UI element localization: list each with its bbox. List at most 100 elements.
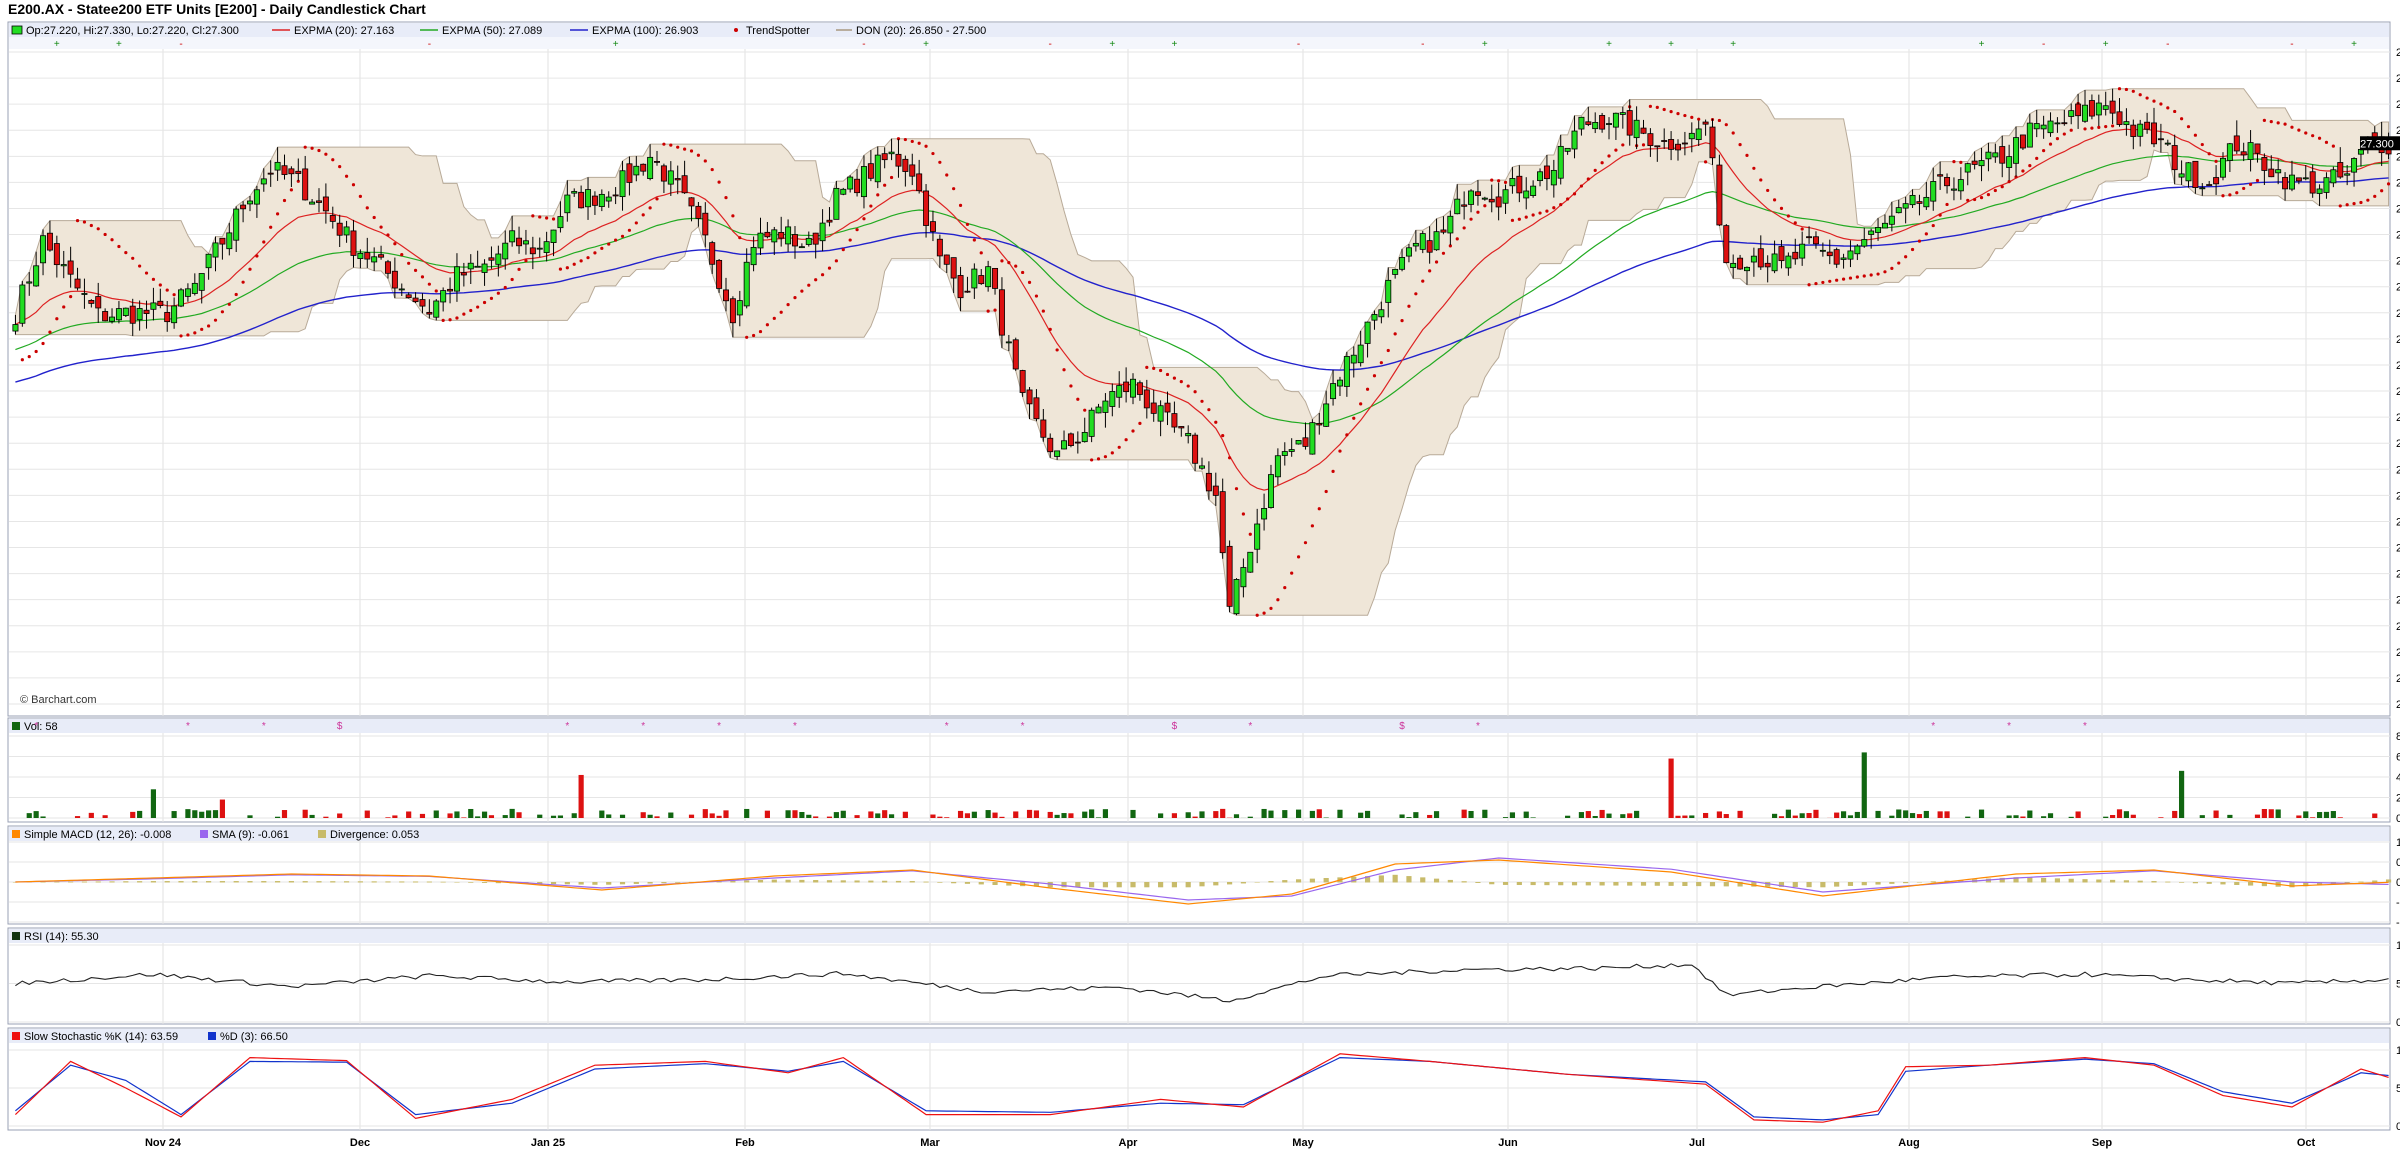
- volume-bar: [571, 813, 577, 818]
- volume-bar: [1220, 808, 1226, 818]
- y-tick-label: 28.000: [2396, 47, 2400, 59]
- divergence-bar: [799, 879, 805, 883]
- sar-dot: [2131, 89, 2135, 93]
- candle-body: [350, 230, 357, 256]
- sar-dot: [2124, 87, 2129, 92]
- candle-body: [343, 226, 350, 236]
- sar-dot: [1945, 202, 1949, 207]
- divergence-bar: [1585, 882, 1591, 886]
- candle-body: [1530, 185, 1537, 196]
- divergence-bar: [1033, 882, 1040, 887]
- candle-body: [378, 254, 385, 258]
- divergence-bar: [1668, 882, 1674, 886]
- candle-body: [1267, 474, 1274, 508]
- y-tick-label: 24.400: [2396, 516, 2400, 528]
- volume-bar: [2323, 811, 2330, 818]
- sar-dot: [358, 194, 362, 198]
- sar-dot: [2324, 140, 2329, 144]
- candle-body: [1888, 215, 1895, 225]
- divergence-bar: [1227, 882, 1233, 885]
- y-tick-label: 27.400: [2396, 125, 2400, 137]
- sar-dot: [952, 187, 956, 191]
- chart-title: E200.AX - Statee200 ETF Units [E200] - D…: [8, 1, 426, 17]
- vol-legend-swatch: [12, 722, 20, 730]
- candle-body: [1343, 356, 1350, 387]
- divergence-bar: [730, 880, 736, 883]
- vol-event-marker: *: [186, 721, 190, 732]
- sar-dot: [2228, 193, 2232, 197]
- sar-dot: [745, 335, 749, 339]
- candle-body: [1606, 123, 1613, 125]
- sar-dot: [627, 228, 632, 232]
- divergence-bar: [964, 882, 971, 884]
- divergence-bar: [1737, 882, 1743, 887]
- volume-bar: [1102, 809, 1109, 818]
- divergence-bar: [399, 881, 405, 883]
- divergence-bar: [1461, 881, 1467, 883]
- sar-dot: [241, 280, 245, 284]
- divergence-bar: [661, 882, 667, 884]
- candle-body: [654, 160, 661, 163]
- sar-dot: [1200, 399, 1204, 403]
- rsi-y-tick-label: 50: [2396, 979, 2400, 991]
- candle-body: [233, 208, 240, 241]
- sar-dot: [1434, 260, 1439, 264]
- y-tick-label: 25.600: [2396, 360, 2400, 372]
- divergence-bar: [288, 881, 294, 883]
- volume-bar: [792, 810, 798, 818]
- sar-dot: [2338, 204, 2342, 208]
- divergence-bar: [1378, 875, 1384, 883]
- volume-bar: [2303, 811, 2309, 818]
- sar-dot: [1841, 277, 1846, 281]
- sar-dot: [1110, 451, 1114, 455]
- sar-dot: [2207, 152, 2211, 156]
- sar-dot: [482, 300, 487, 305]
- sar-dot: [2152, 99, 2156, 103]
- signal-marker: -: [2166, 39, 2169, 50]
- volume-bar: [488, 815, 495, 818]
- candle-body: [1902, 203, 1909, 209]
- divergence-bar: [992, 882, 998, 885]
- sar-dot: [1904, 255, 1908, 259]
- sar-dot: [1869, 273, 1873, 277]
- divergence-bar: [1102, 882, 1109, 888]
- sar-dot: [1510, 218, 1515, 222]
- sar-dot: [979, 251, 983, 255]
- candle-body: [557, 216, 564, 229]
- sar-dot: [1069, 384, 1073, 388]
- y-tick-label: 25.200: [2396, 412, 2400, 424]
- sar-dot: [2069, 128, 2073, 132]
- candle-body: [1675, 143, 1681, 151]
- sar-dot: [462, 312, 466, 316]
- sar-dot: [786, 303, 790, 307]
- volume-bar: [1923, 810, 1929, 818]
- divergence-bar: [771, 879, 777, 883]
- sar-dot: [469, 308, 473, 313]
- candle-body: [164, 311, 171, 323]
- sar-dot: [1103, 455, 1108, 459]
- divergence-bar: [785, 879, 791, 883]
- volume-bar: [2027, 810, 2033, 818]
- divergence-bar: [2096, 879, 2102, 883]
- volume-bar: [475, 816, 481, 818]
- divergence-bar: [550, 882, 557, 885]
- signal-marker: +: [923, 39, 929, 50]
- sar-dot: [1621, 143, 1625, 147]
- vol-event-marker: *: [1248, 721, 1252, 732]
- sar-dot: [1731, 131, 1735, 135]
- sar-dot: [2186, 125, 2191, 129]
- vol-event-marker: *: [641, 721, 645, 732]
- divergence-bar: [1530, 882, 1536, 886]
- candle-body: [384, 261, 391, 274]
- sar-dot: [55, 317, 59, 321]
- vol-y-tick-label: 40K: [2396, 772, 2400, 784]
- sar-dot: [1407, 304, 1411, 308]
- sar-dot: [1738, 143, 1742, 147]
- candle-body: [2095, 102, 2102, 116]
- candle-body: [2344, 173, 2351, 176]
- candle-body: [957, 275, 964, 299]
- candle-body: [1923, 196, 1930, 208]
- candle-body: [1309, 422, 1316, 455]
- volume-bar: [433, 810, 439, 818]
- sar-dot: [2042, 149, 2046, 153]
